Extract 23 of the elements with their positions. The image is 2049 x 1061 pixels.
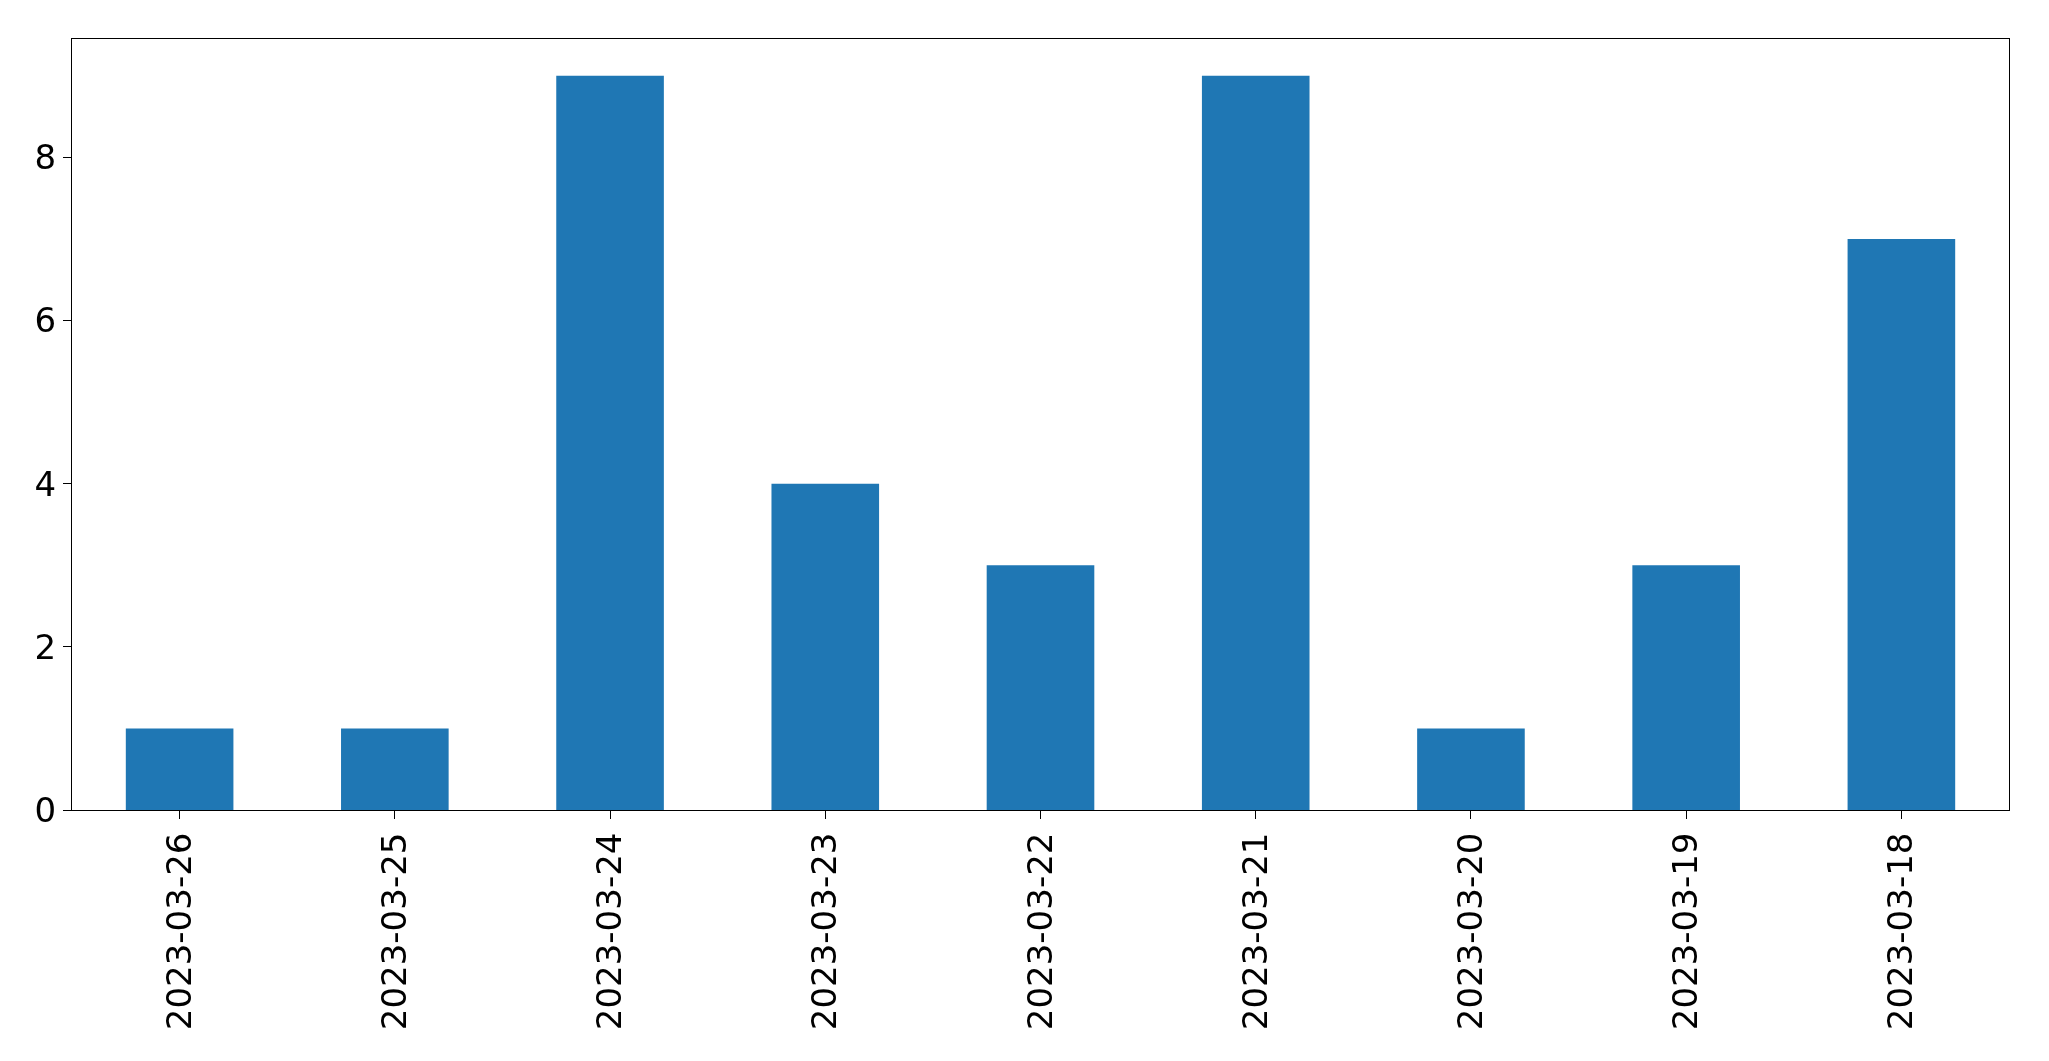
y-tick-label: 2 bbox=[34, 626, 57, 667]
x-tick-label: 2023-03-18 bbox=[1880, 832, 1921, 1031]
bar bbox=[1201, 75, 1310, 810]
x-tick-label: 2023-03-19 bbox=[1665, 832, 1706, 1031]
bar bbox=[771, 483, 880, 810]
bar bbox=[1632, 565, 1740, 810]
y-tick-label: 6 bbox=[34, 300, 57, 341]
x-tick-label: 2023-03-24 bbox=[589, 832, 630, 1031]
x-tick-label: 2023-03-25 bbox=[373, 832, 414, 1031]
bar bbox=[1417, 728, 1525, 810]
y-tick-label: 8 bbox=[34, 137, 57, 178]
x-tick-label: 2023-03-20 bbox=[1449, 832, 1490, 1031]
x-tick-label: 2023-03-21 bbox=[1234, 832, 1275, 1031]
bar bbox=[986, 565, 1095, 810]
bar bbox=[125, 728, 234, 810]
x-tick-label: 2023-03-22 bbox=[1019, 832, 1060, 1031]
x-tick-label: 2023-03-23 bbox=[804, 832, 845, 1031]
bar bbox=[341, 728, 449, 810]
y-tick-label: 4 bbox=[34, 463, 57, 504]
x-tick-label: 2023-03-26 bbox=[158, 832, 199, 1031]
bar bbox=[1847, 238, 1956, 810]
y-tick-label: 0 bbox=[34, 789, 57, 830]
bar bbox=[556, 75, 664, 810]
